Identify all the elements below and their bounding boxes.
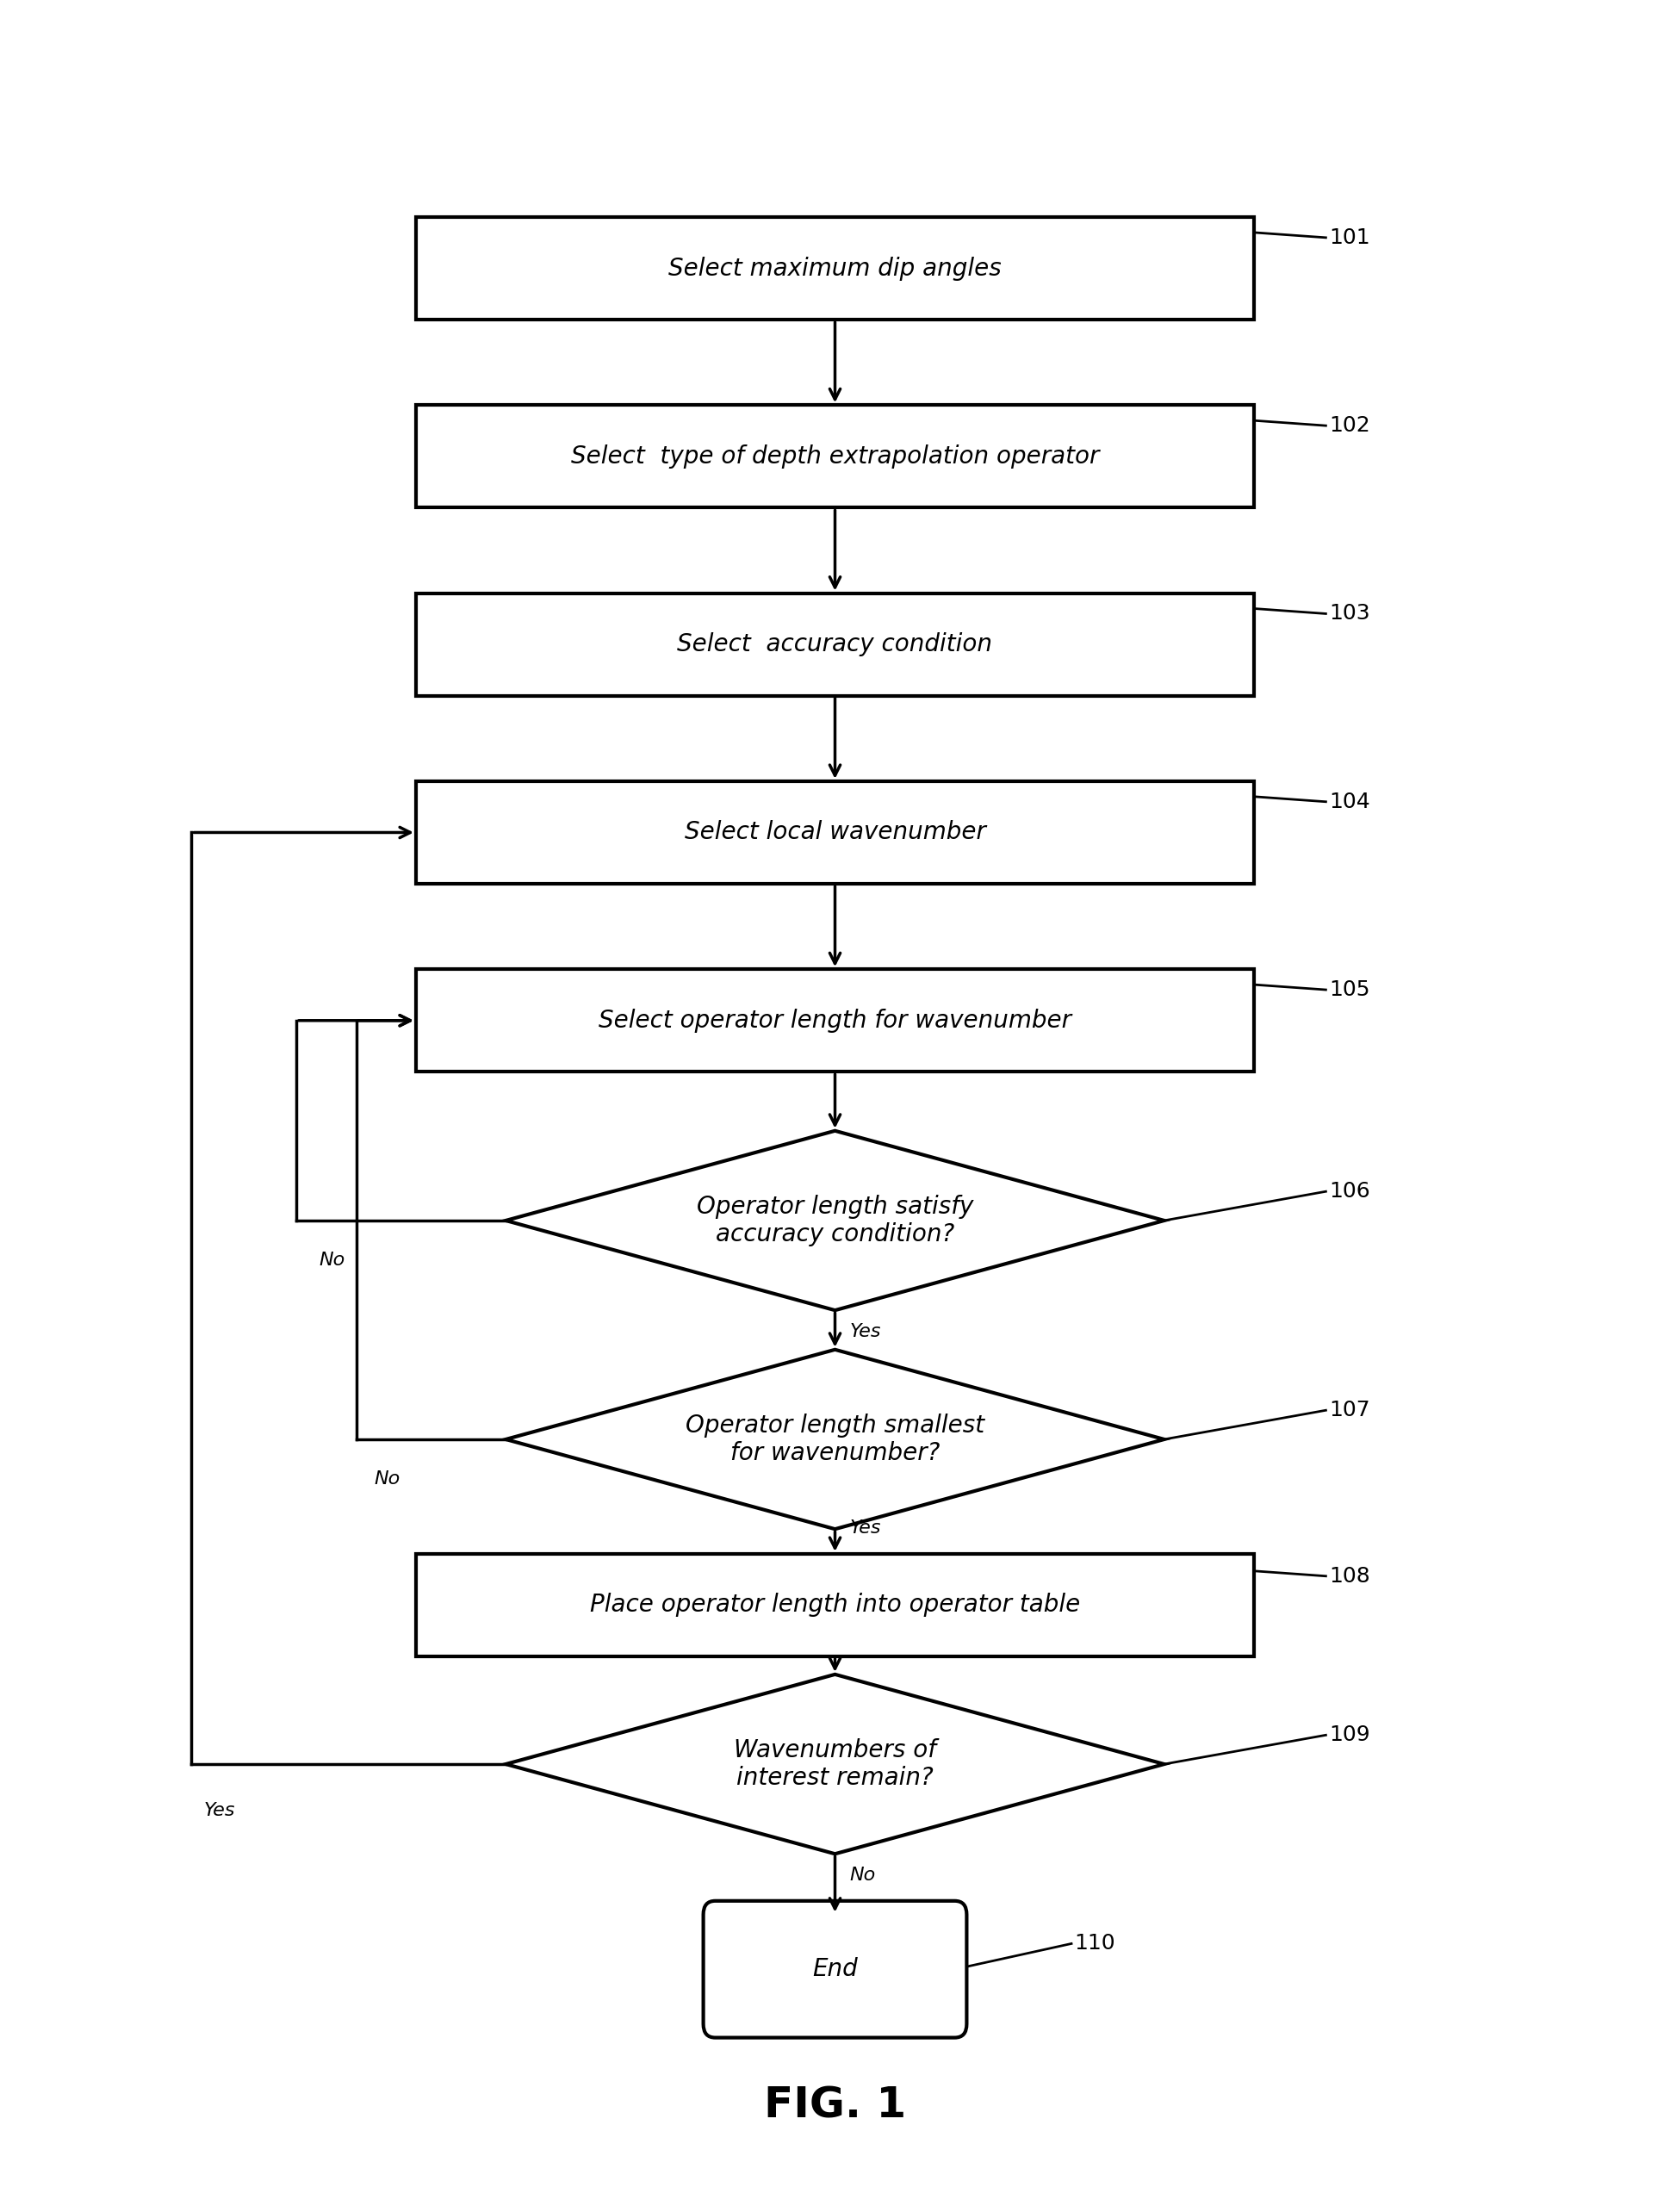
Text: Yes: Yes: [204, 1801, 235, 1818]
Text: Select local wavenumber: Select local wavenumber: [685, 821, 985, 845]
Text: Operator length satisfy
accuracy condition?: Operator length satisfy accuracy conditi…: [696, 1194, 974, 1248]
Text: Yes: Yes: [850, 1520, 882, 1537]
Text: No: No: [374, 1471, 401, 1486]
Text: Place operator length into operator table: Place operator length into operator tabl…: [590, 1593, 1080, 1617]
Text: No: No: [850, 1867, 877, 1885]
Text: 108: 108: [1329, 1566, 1369, 1586]
Text: Select  accuracy condition: Select accuracy condition: [678, 633, 992, 657]
Text: No: No: [319, 1252, 344, 1267]
Text: FIG. 1: FIG. 1: [763, 2086, 907, 2126]
Text: Wavenumbers of
interest remain?: Wavenumbers of interest remain?: [733, 1739, 937, 1790]
Text: Select operator length for wavenumber: Select operator length for wavenumber: [598, 1009, 1072, 1033]
FancyBboxPatch shape: [416, 781, 1254, 885]
Text: Operator length smallest
for wavenumber?: Operator length smallest for wavenumber?: [685, 1413, 985, 1464]
Text: 104: 104: [1329, 792, 1369, 812]
FancyBboxPatch shape: [416, 1553, 1254, 1657]
Text: 107: 107: [1329, 1400, 1369, 1420]
Text: Yes: Yes: [850, 1323, 882, 1340]
FancyBboxPatch shape: [416, 217, 1254, 321]
FancyBboxPatch shape: [416, 593, 1254, 697]
FancyBboxPatch shape: [416, 969, 1254, 1073]
Text: 109: 109: [1329, 1725, 1369, 1745]
Text: Select  type of depth extrapolation operator: Select type of depth extrapolation opera…: [571, 445, 1099, 469]
FancyBboxPatch shape: [416, 405, 1254, 509]
Text: 102: 102: [1329, 416, 1369, 436]
FancyBboxPatch shape: [703, 1900, 967, 2037]
Polygon shape: [506, 1674, 1164, 1854]
Polygon shape: [506, 1349, 1164, 1528]
Polygon shape: [506, 1130, 1164, 1310]
Text: 110: 110: [1074, 1933, 1116, 1953]
Text: Select maximum dip angles: Select maximum dip angles: [668, 257, 1002, 281]
Text: 103: 103: [1329, 604, 1369, 624]
Text: End: End: [812, 1958, 858, 1982]
Text: 106: 106: [1329, 1181, 1369, 1201]
Text: 101: 101: [1329, 228, 1369, 248]
Text: 105: 105: [1329, 980, 1369, 1000]
